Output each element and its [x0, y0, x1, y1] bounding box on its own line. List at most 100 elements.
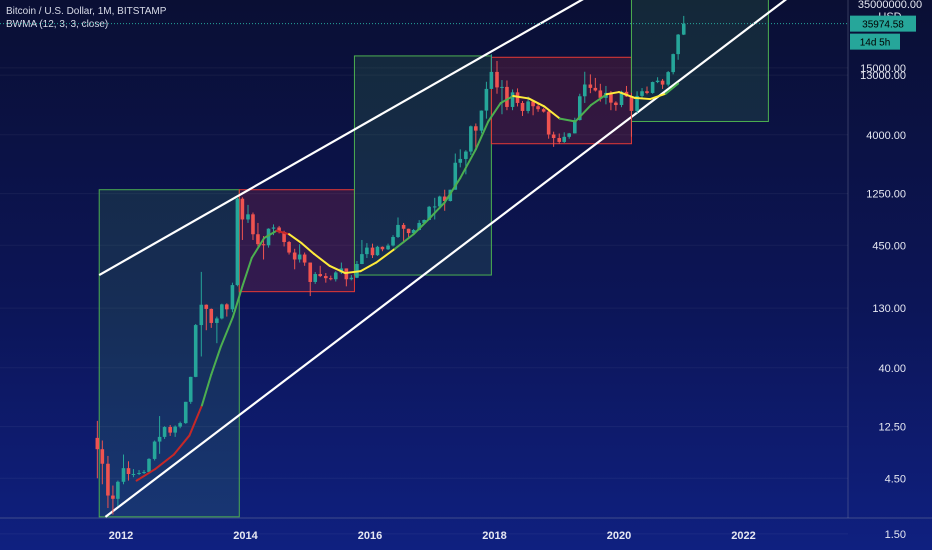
- candle-body: [215, 318, 219, 323]
- candle-body: [666, 72, 670, 85]
- bwma-segment: [512, 95, 530, 100]
- candle-body: [427, 206, 431, 220]
- candle-body: [391, 237, 395, 246]
- candle-body: [266, 228, 271, 246]
- candle-body: [655, 80, 660, 83]
- time-tick-label: 2018: [482, 530, 506, 542]
- candle-body: [598, 90, 603, 98]
- candle-body: [313, 274, 318, 282]
- price-tick-label: 4000.00: [866, 130, 906, 142]
- bwma-segment: [558, 117, 577, 123]
- grid: [0, 0, 848, 534]
- bwma-segment: [288, 233, 303, 245]
- range-boxes: [98, 0, 769, 518]
- candle-body: [131, 473, 136, 475]
- candle-body: [588, 84, 593, 88]
- candle-body: [375, 246, 380, 256]
- candle-body: [437, 196, 442, 207]
- bwma-segment: [543, 105, 561, 120]
- candle-body: [121, 468, 126, 482]
- candle-body: [256, 234, 260, 245]
- bwma-segment: [649, 92, 667, 101]
- bwma-segment: [664, 82, 680, 95]
- time-axis: 2012 2014 2016 2018 2020 2022: [0, 517, 932, 542]
- candle-body: [152, 441, 157, 459]
- candle-body: [520, 102, 525, 111]
- bull-range-box: [98, 189, 240, 518]
- candle-body: [292, 252, 297, 260]
- candle-body: [536, 106, 540, 110]
- price-tag-box: [850, 33, 900, 50]
- candle-body: [489, 71, 494, 89]
- candle-body: [137, 472, 141, 474]
- candle-body: [178, 423, 182, 427]
- candle-body: [380, 246, 385, 250]
- candle-body: [411, 229, 416, 234]
- bwma-segment: [428, 201, 446, 220]
- candle-body: [495, 71, 499, 88]
- bwma-segment: [219, 315, 235, 349]
- candle-body: [546, 111, 551, 135]
- bwma-segment: [474, 120, 490, 151]
- bwma-segment: [605, 91, 620, 96]
- candle-body: [111, 495, 115, 499]
- bwma-segment: [188, 404, 203, 437]
- candle-body: [271, 227, 276, 229]
- bwma-segment: [487, 101, 502, 123]
- candle-body: [147, 458, 151, 472]
- bwma-segment: [172, 434, 191, 456]
- candle-body: [360, 254, 364, 264]
- bwma-segment: [275, 229, 291, 236]
- candle-body: [505, 86, 509, 107]
- chart-header: Bitcoin / U.S. Dollar, 1M, BITSTAMP BWMA…: [6, 5, 166, 31]
- candle-body: [453, 162, 458, 190]
- bwma-segment: [241, 257, 253, 288]
- candle-body: [386, 245, 390, 250]
- candle-body: [401, 224, 406, 229]
- candle-body: [474, 126, 478, 131]
- time-tick-label: 2014: [233, 530, 258, 542]
- candle-body: [660, 80, 665, 85]
- price-tag-box: [850, 15, 916, 32]
- candle-body: [277, 227, 281, 233]
- candle-body: [162, 427, 167, 437]
- candle-body: [614, 102, 618, 106]
- price-tick-label: 450.00: [872, 240, 906, 252]
- candle-body: [251, 214, 255, 235]
- bear-range-box: [490, 56, 632, 145]
- indicator-legend[interactable]: BWMA (12, 3, 3, close): [6, 19, 109, 30]
- candle-body: [442, 196, 447, 202]
- candle-body: [302, 254, 307, 263]
- bwma-segment: [359, 261, 378, 273]
- candle-body: [422, 219, 426, 223]
- bwma-segment: [263, 229, 278, 239]
- candle-body: [464, 151, 468, 159]
- price-tag-label: 35974.58: [862, 20, 904, 31]
- candle-body: [432, 206, 437, 208]
- candle-body: [479, 110, 484, 131]
- bwma-segment: [210, 346, 222, 376]
- candle-body: [193, 325, 198, 377]
- bwma-segment: [589, 93, 608, 107]
- candle-body: [230, 285, 235, 310]
- candle-body: [95, 437, 100, 450]
- candle-body: [370, 247, 375, 256]
- price-tick-label: 13000.00: [860, 70, 906, 82]
- candle-body: [246, 214, 250, 220]
- bwma-segment: [443, 177, 462, 204]
- bwma-segment: [375, 247, 396, 264]
- candle-body: [573, 120, 577, 134]
- bwma-segment: [154, 453, 175, 471]
- bwma-segment: [200, 373, 213, 407]
- candle-body: [100, 449, 105, 464]
- candle-body: [333, 272, 338, 280]
- bwma-segment: [393, 233, 415, 250]
- candle-body: [510, 92, 515, 107]
- candle-body: [204, 304, 209, 309]
- candle-body: [681, 23, 686, 35]
- channel-lower-line: [104, 0, 788, 518]
- candle-body: [297, 254, 302, 260]
- price-tick-label: 1250.00: [866, 189, 906, 201]
